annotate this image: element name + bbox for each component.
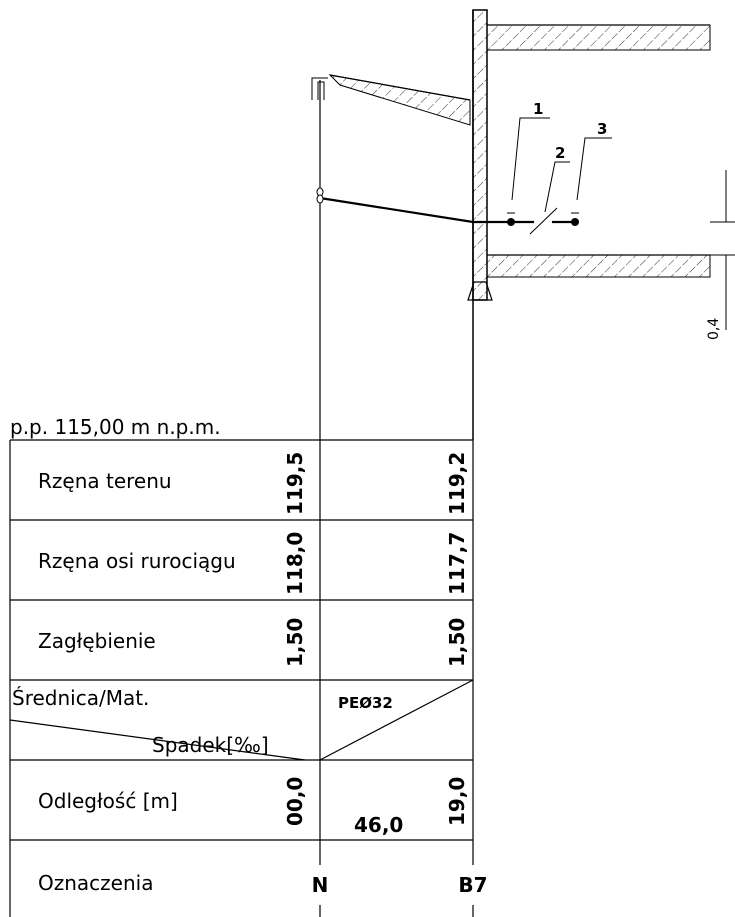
cell-value: 118,0 xyxy=(283,532,307,595)
row-label: Średnica/Mat. xyxy=(12,686,149,710)
row-label: Spadek[‰] xyxy=(152,733,269,757)
pipe-end xyxy=(316,194,324,204)
row-label: Oznaczenia xyxy=(38,871,153,895)
valve-symbol xyxy=(311,77,328,100)
leader xyxy=(576,137,612,201)
cell-value: 19,0 xyxy=(445,777,469,826)
ground-upper xyxy=(486,24,711,51)
node-circle xyxy=(300,865,340,905)
ground-left xyxy=(328,74,471,126)
ground-lower xyxy=(486,254,711,278)
table-grid xyxy=(9,439,474,917)
node-label: B7 xyxy=(458,873,487,897)
meter-arrow xyxy=(529,207,558,235)
cell-value: 119,5 xyxy=(283,452,307,515)
callout: 2 xyxy=(555,144,565,162)
leader xyxy=(544,161,570,213)
callout: 1 xyxy=(533,100,543,118)
terrain-line xyxy=(329,74,471,101)
cell-value: PEØ32 xyxy=(338,694,393,712)
callout: 3 xyxy=(597,120,607,138)
level-label: p.p. 115,00 m n.p.m. xyxy=(10,415,221,439)
row-label: Rzęna osi rurociągu xyxy=(38,549,236,573)
dimension xyxy=(710,170,735,330)
cell-value: 46,0 xyxy=(354,813,403,837)
cell-value: 117,7 xyxy=(445,532,469,595)
row-label: Odległość [m] xyxy=(38,789,178,813)
wall xyxy=(467,9,493,440)
fitting xyxy=(507,218,515,226)
dimension-label: 0,4 xyxy=(706,318,722,340)
fitting xyxy=(571,218,579,226)
leader xyxy=(511,117,550,201)
node-circle xyxy=(453,865,493,905)
cell-value: 1,50 xyxy=(283,618,307,667)
row-label: Zagłębienie xyxy=(38,629,156,653)
cell-value: 1,50 xyxy=(445,618,469,667)
cell-value: 119,2 xyxy=(445,452,469,515)
node-label: N xyxy=(312,873,329,897)
row-label: Rzęna terenu xyxy=(38,469,172,493)
cell-value: 00,0 xyxy=(283,777,307,826)
